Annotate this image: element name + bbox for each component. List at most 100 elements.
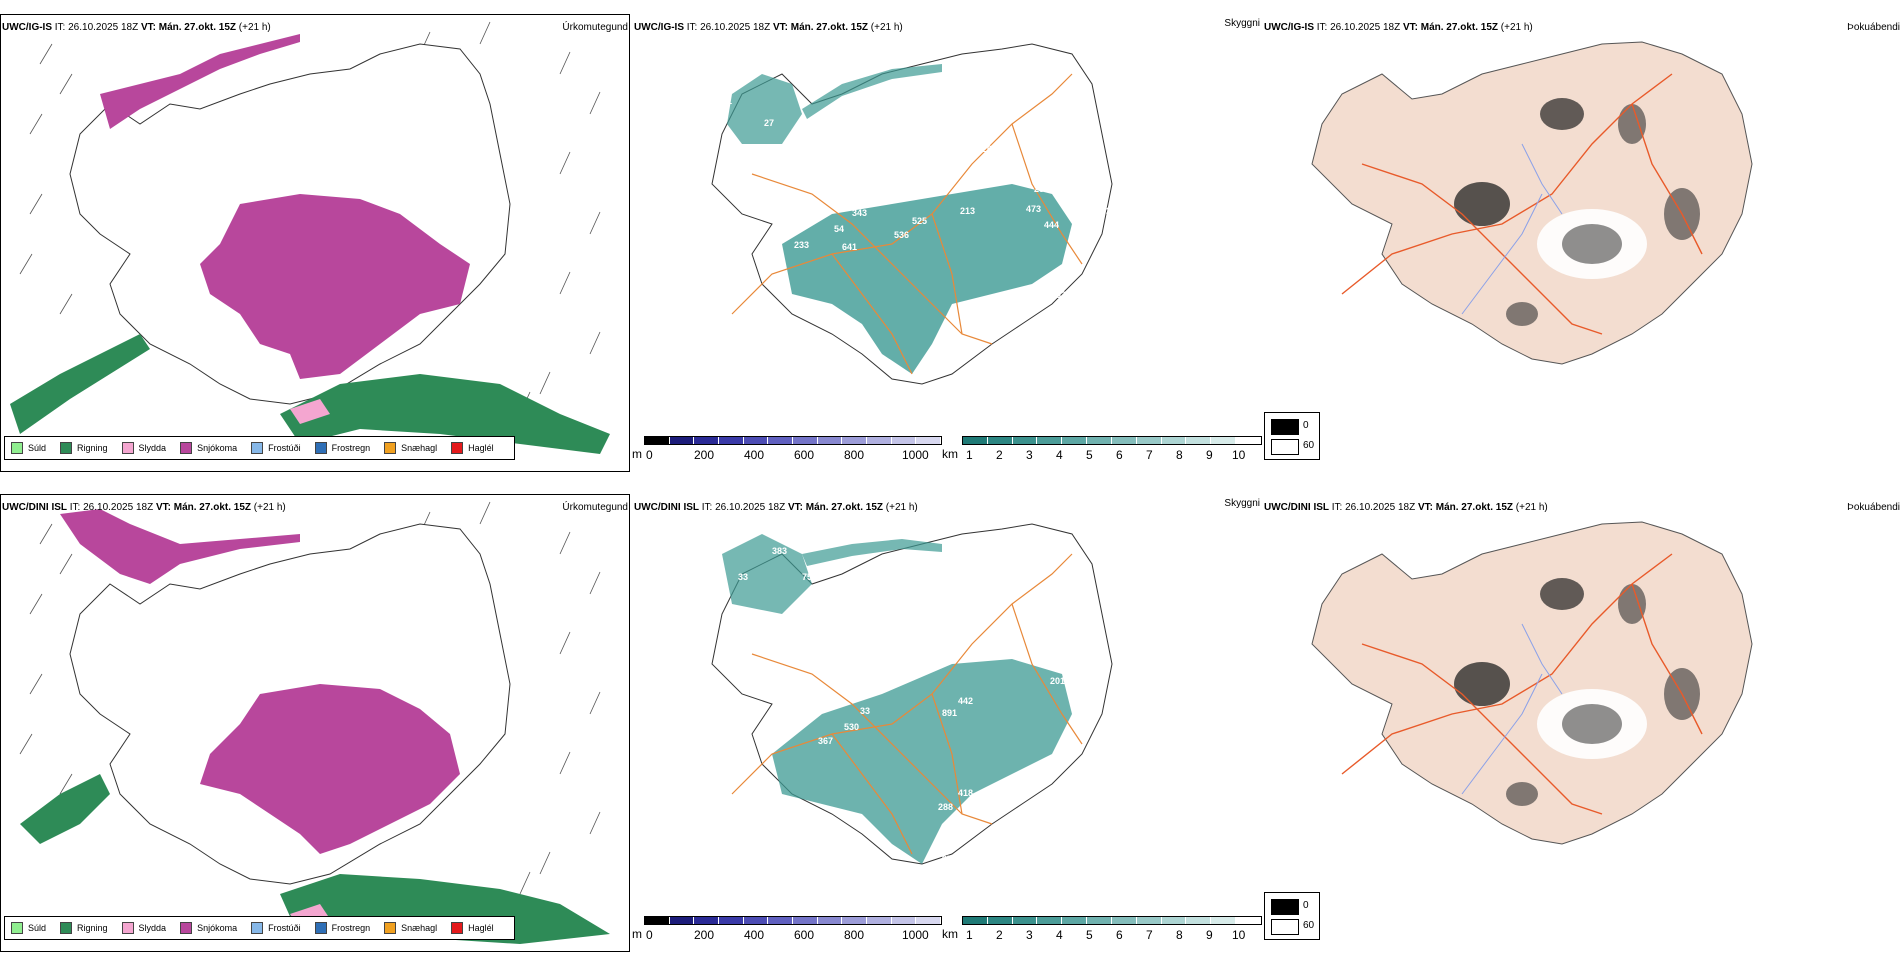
road-network <box>731 553 1083 855</box>
panel-title: Skyggni <box>1224 498 1260 509</box>
bar-segment <box>1186 437 1212 444</box>
value-label: 530 <box>844 722 859 732</box>
visibility-map: 383 33 750 20 38 201 442 891 33 530 367 … <box>711 523 1150 865</box>
value-label: 209 <box>1106 206 1121 216</box>
tick-label: 5 <box>1086 448 1093 462</box>
tick-label: 600 <box>794 448 815 462</box>
value-label: 383 <box>772 546 787 556</box>
value-label: 344 <box>938 836 953 846</box>
panel-header: UWC/IG-IS IT: 26.10.2025 18Z VT: Mán. 27… <box>2 22 271 33</box>
panel-header: UWC/DINI ISL IT: 26.10.2025 18Z VT: Mán.… <box>634 502 918 513</box>
fog-legend: 0 60 <box>1264 892 1320 940</box>
legend-item: Snæhagl <box>384 922 437 934</box>
fog-label-high: 0 <box>1303 900 1309 911</box>
sleet-area <box>290 399 330 424</box>
bar-segment <box>743 917 769 924</box>
bar-segment <box>987 437 1013 444</box>
panel-title: Úrkomutegund <box>562 22 628 33</box>
value-label: 976 <box>942 854 957 864</box>
visibility-area <box>772 659 1072 864</box>
bar-segment <box>817 437 843 444</box>
value-label: 31 <box>722 96 732 106</box>
legend-item: Rigning <box>60 442 108 454</box>
bar-segment <box>1136 917 1162 924</box>
visibility-unit: km <box>942 927 958 941</box>
value-label: 501 <box>996 164 1011 174</box>
legend-item: Frostúði <box>251 442 301 454</box>
legend-swatch <box>180 442 193 454</box>
bar-segment <box>793 917 818 924</box>
legend-item: Frostregn <box>314 442 370 454</box>
bar-segment <box>963 917 988 924</box>
bar-segment <box>1087 437 1112 444</box>
snow-band-north <box>60 509 300 584</box>
bar-segment <box>1111 917 1137 924</box>
tick-label: 10 <box>1232 448 1246 462</box>
value-label: 442 <box>958 696 973 706</box>
tick-label: 5 <box>1086 928 1093 942</box>
tick-label: 6 <box>1116 928 1123 942</box>
tick-label: 1000 <box>902 448 929 462</box>
ptype-map <box>10 21 610 454</box>
value-label: 201 <box>1050 676 1065 686</box>
bar-segment <box>867 437 892 444</box>
tick-label: 6 <box>1116 448 1123 462</box>
visibility-panel: 383 33 750 20 38 201 442 891 33 530 367 … <box>632 494 1262 954</box>
visibility-bar <box>962 916 1262 925</box>
cloudbase-unit: m <box>632 927 642 941</box>
tick-label: 400 <box>744 448 765 462</box>
panel-header: UWC/DINI ISL IT: 26.10.2025 18Z VT: Mán.… <box>2 502 286 513</box>
legend-swatch <box>11 922 23 934</box>
legend-item: Slydda <box>121 442 166 454</box>
legend-swatch <box>251 442 264 454</box>
cloudbase-unit: m <box>632 447 642 461</box>
visibility-area-nw <box>722 534 812 614</box>
tick-label: 200 <box>694 928 715 942</box>
value-label: 777 <box>962 306 977 316</box>
value-label: 230 <box>1034 184 1049 194</box>
wind-barbs <box>19 501 601 895</box>
bar-segment <box>817 917 843 924</box>
legend-item: Snjókoma <box>180 442 237 454</box>
panel-title: Þokuábendi <box>1847 502 1900 513</box>
visibility-area-nw <box>727 74 802 144</box>
panel-title: Þokuábendi <box>1847 22 1900 33</box>
visibility-area <box>782 184 1072 374</box>
value-label: 27 <box>764 118 774 128</box>
tick-label: 2 <box>996 448 1003 462</box>
bar-segment <box>1037 917 1063 924</box>
legend-swatch <box>60 922 73 934</box>
bar-segment <box>669 437 695 444</box>
bar-segment <box>645 437 670 444</box>
value-label: 333 <box>1056 290 1071 300</box>
forecast-row-bottom: UWC/DINI ISL IT: 26.10.2025 18Z VT: Mán.… <box>0 494 1900 954</box>
fog-label-low: 60 <box>1303 920 1315 931</box>
bar-segment <box>1136 437 1162 444</box>
visibility-colorbar: km 1 2 3 4 5 6 7 8 9 10 <box>942 436 1262 466</box>
bar-segment <box>743 437 769 444</box>
legend-swatch <box>314 922 327 934</box>
bar-segment <box>1211 917 1237 924</box>
bar-segment <box>867 917 892 924</box>
legend-item: Frostúði <box>251 922 301 934</box>
legend-swatch <box>121 442 134 454</box>
bar-segment <box>1186 917 1212 924</box>
panel-title: Úrkomutegund <box>562 502 628 513</box>
fog-legend: 0 60 <box>1264 412 1320 460</box>
bar-segment <box>1236 917 1261 924</box>
visibility-panel: 353 31 27 45 206 501 481 230 343 213 525… <box>632 14 1262 474</box>
tick-label: 4 <box>1056 448 1063 462</box>
fog-swatch-low <box>1271 439 1299 455</box>
bar-segment <box>1211 437 1237 444</box>
value-label: 206 <box>982 144 997 154</box>
value-label: 237 <box>1056 306 1071 316</box>
bar-segment <box>1161 917 1187 924</box>
tick-label: 400 <box>744 928 765 942</box>
road-network <box>1341 73 1703 335</box>
legend-item: Haglél <box>451 922 494 934</box>
legend-swatch <box>451 922 464 934</box>
snow-band-north <box>100 34 300 129</box>
value-label: 891 <box>942 708 957 718</box>
value-label: 33 <box>738 572 748 582</box>
legend-swatch <box>121 922 134 934</box>
